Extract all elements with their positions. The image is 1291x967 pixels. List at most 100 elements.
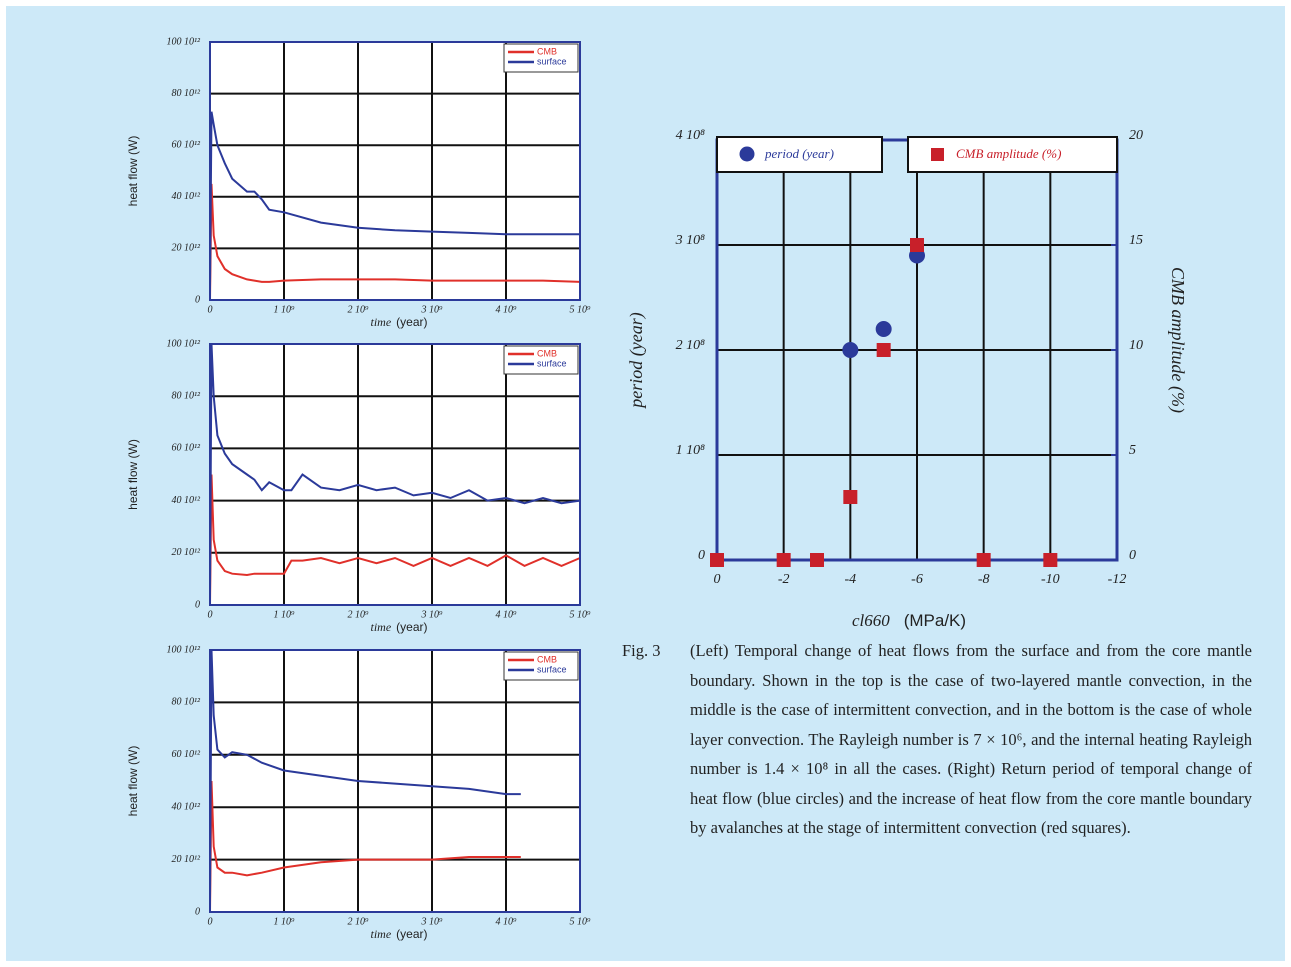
series-line [209, 111, 580, 288]
x-tick-label: 2 10⁹ [348, 609, 370, 620]
y-axis-label: period (year) [626, 312, 647, 409]
x-tick-label: 4 10⁹ [496, 304, 518, 315]
x-axis-unit: (MPa/K) [904, 611, 966, 630]
y-tick-label: 1 10⁸ [676, 443, 706, 458]
y-tick-label: 100 10¹² [167, 36, 201, 47]
y-tick-label: 80 10¹² [172, 88, 201, 99]
y-tick-label: 0 [195, 599, 200, 610]
plot-frame [209, 649, 581, 913]
y-tick-label: 3 10⁸ [675, 233, 706, 248]
legend-label: CMB [537, 654, 557, 664]
y2-tick-label: 10 [1129, 338, 1143, 353]
x-tick-label: -2 [778, 572, 790, 587]
series-line [209, 474, 581, 606]
x-tick-label: -8 [978, 572, 990, 587]
x-tick-label: 0 [208, 609, 213, 620]
legend-label: surface [537, 358, 567, 368]
x-axis-title: time (year) [370, 315, 427, 329]
y-tick-label: 0 [195, 294, 200, 305]
legend-box [503, 651, 579, 681]
y-tick-label: 20 10¹² [172, 854, 201, 865]
y-tick-label: 40 10¹² [172, 191, 201, 202]
x-tick-label: 3 10⁹ [421, 609, 444, 620]
legend-label: surface [537, 56, 567, 66]
legend-box [503, 43, 579, 73]
x-tick-label: 1 10⁹ [274, 304, 296, 315]
x-tick-label: -6 [911, 572, 923, 587]
data-point [976, 553, 991, 567]
legend-marker [739, 146, 755, 162]
x-tick-label: -4 [844, 572, 856, 587]
y-tick-label: 60 10¹² [172, 749, 201, 760]
x-tick-label: 3 10⁹ [421, 304, 444, 315]
data-point [776, 553, 791, 567]
x-tick-label: 0 [208, 304, 213, 315]
x-axis-title: time (year) [370, 927, 427, 941]
legend-label: period (year) [764, 146, 834, 161]
legend-marker [931, 148, 944, 161]
y2-tick-label: 20 [1129, 128, 1143, 143]
plot-frame [209, 343, 581, 606]
x-tick-label: 2 10⁹ [348, 916, 370, 927]
x-tick-label: 0 [714, 572, 721, 587]
x-tick-label: 2 10⁹ [348, 304, 370, 315]
y2-tick-label: 15 [1129, 233, 1143, 248]
y2-tick-label: 5 [1129, 443, 1136, 458]
data-point [710, 553, 724, 567]
x-axis-label: time [370, 620, 391, 634]
y-tick-label: 2 10⁸ [676, 338, 706, 353]
x-axis-title: cl660 (MPa/K) [852, 611, 966, 631]
x-tick-label: -12 [1108, 572, 1127, 587]
y2-tick-label: 0 [1129, 548, 1136, 563]
series-line [209, 343, 581, 593]
y-tick-label: 80 10¹² [172, 697, 201, 708]
legend-label: CMB amplitude (%) [956, 146, 1061, 161]
y-axis-label: heat flow (W) [126, 746, 140, 817]
x-tick-label: 1 10⁹ [274, 609, 296, 620]
x-axis-unit: (year) [396, 620, 427, 634]
data-point [1043, 553, 1058, 567]
y-tick-label: 20 10¹² [172, 547, 201, 558]
x-axis-label: time [370, 927, 391, 941]
x-tick-label: -10 [1041, 572, 1060, 587]
y-tick-label: 100 10¹² [167, 644, 201, 655]
legend-label: surface [537, 664, 567, 674]
legend-label: CMB [537, 348, 557, 358]
y-tick-label: 80 10¹² [172, 390, 201, 401]
y-tick-label: 0 [195, 906, 200, 917]
caption-text: (Left) Temporal change of heat flows fro… [690, 641, 1252, 837]
x-tick-label: 4 10⁹ [496, 916, 518, 927]
y-tick-label: 4 10⁸ [676, 128, 706, 143]
x-tick-label: 1 10⁹ [274, 916, 296, 927]
y-tick-label: 60 10¹² [172, 443, 201, 454]
plot-area [210, 42, 580, 300]
x-axis-label: cl660 [852, 611, 890, 630]
plot-frame [209, 41, 581, 301]
x-axis-unit: (year) [396, 927, 427, 941]
x-axis-label: time [370, 315, 391, 329]
data-point [810, 553, 824, 567]
y-axis-label: heat flow (W) [126, 439, 140, 510]
y-tick-label: 0 [698, 548, 705, 563]
y-tick-label: 100 10¹² [167, 338, 201, 349]
x-tick-label: 5 10⁹ [570, 304, 592, 315]
y-tick-label: 20 10¹² [172, 243, 201, 254]
y-tick-label: 60 10¹² [172, 139, 201, 150]
x-axis-unit: (year) [396, 315, 427, 329]
y-tick-label: 40 10¹² [172, 801, 201, 812]
y-tick-label: 40 10¹² [172, 495, 201, 506]
x-tick-label: 3 10⁹ [421, 916, 444, 927]
x-axis-title: time (year) [370, 620, 427, 634]
data-point [842, 342, 859, 358]
caption: Fig. 3 (Left) Temporal change of heat flo… [622, 636, 1252, 843]
caption-label: Fig. 3 [622, 641, 661, 660]
series-line [209, 183, 581, 301]
y2-axis-label: CMB amplitude (%) [1167, 267, 1188, 413]
data-point [910, 238, 924, 252]
data-point [876, 343, 891, 357]
y-axis-label: heat flow (W) [126, 136, 140, 207]
x-tick-label: 0 [208, 916, 213, 927]
data-point [875, 321, 892, 337]
data-point [843, 490, 858, 504]
